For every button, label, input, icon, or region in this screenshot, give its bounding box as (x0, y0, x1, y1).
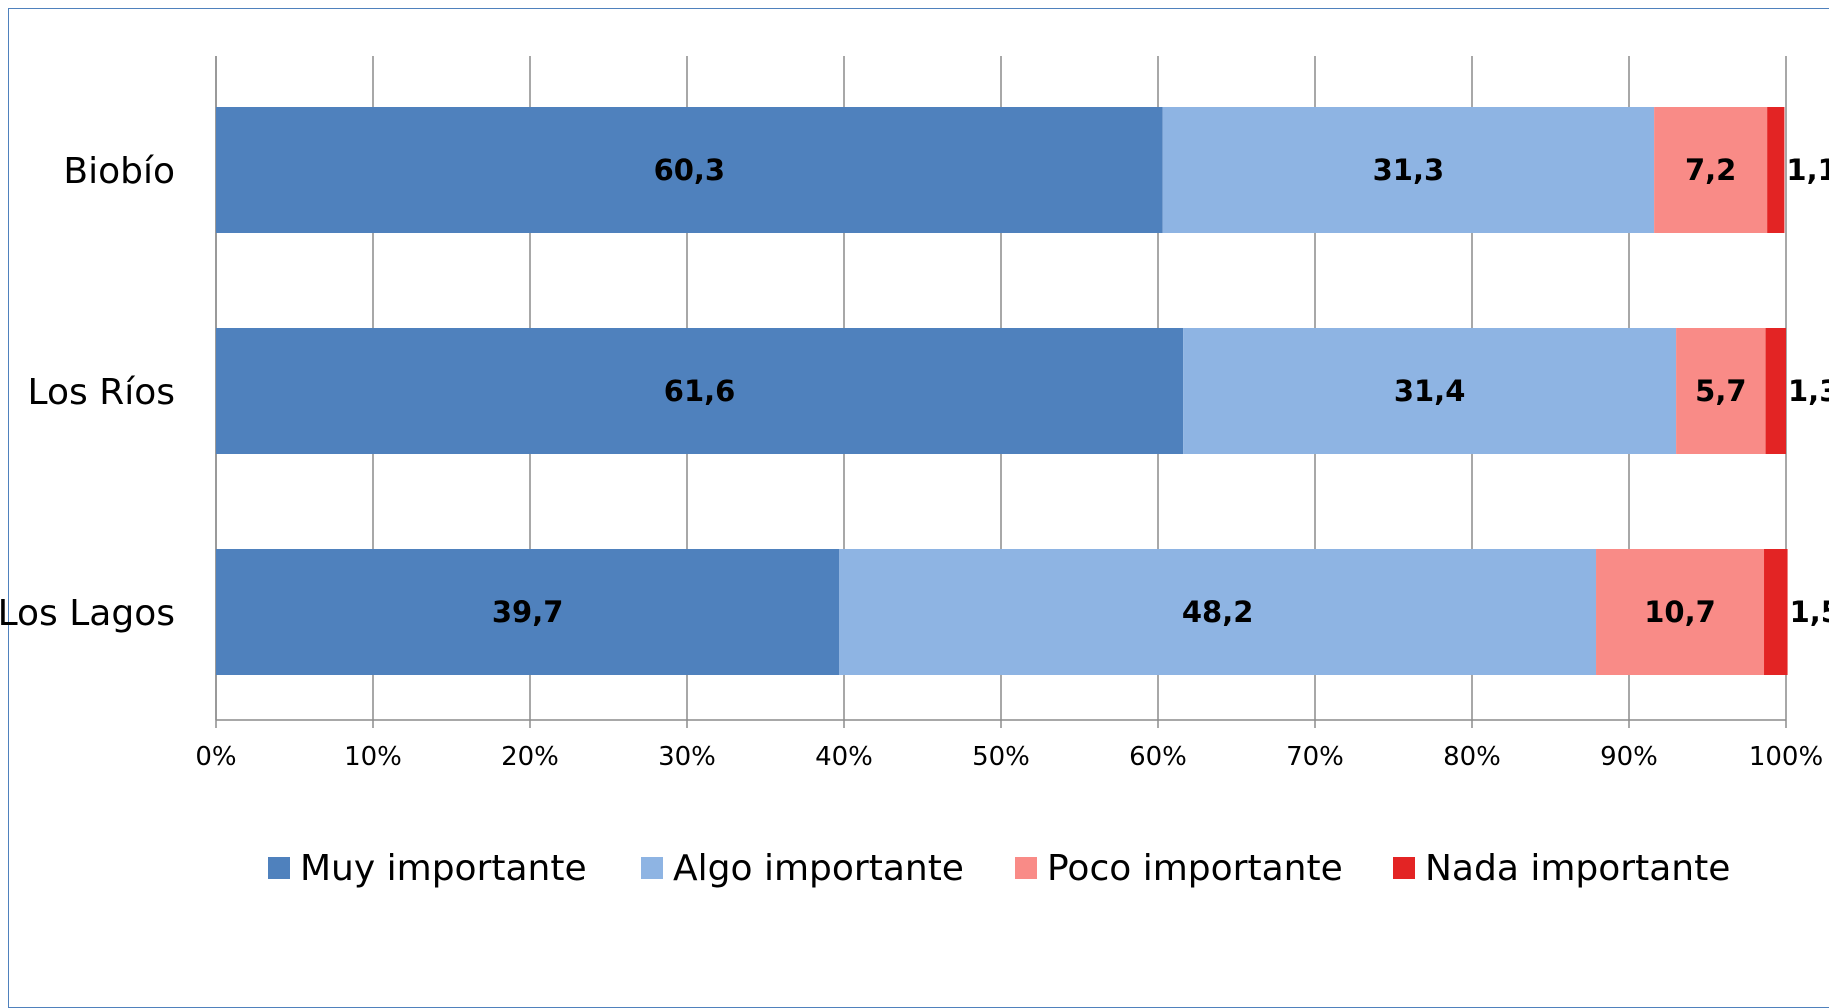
category-label: Biobío (63, 151, 175, 192)
legend-swatch (641, 857, 663, 879)
data-label: 1,5 (1790, 595, 1829, 629)
bar-segment (1596, 549, 1765, 675)
data-label: 1,3 (1788, 374, 1829, 408)
bar-segment (216, 549, 840, 675)
bar-segment (839, 549, 1597, 675)
bar-segment (1764, 549, 1788, 675)
data-label: 31,4 (1394, 374, 1466, 408)
bar-segment (216, 107, 1163, 233)
category-label: Los Lagos (0, 593, 175, 634)
bar-segment (1183, 328, 1677, 454)
legend-swatch (1393, 857, 1415, 879)
legend-label: Muy importante (300, 848, 587, 889)
bar-segment (1162, 107, 1655, 233)
x-tick-label: 40% (815, 742, 873, 772)
x-tick-label: 0% (195, 742, 236, 772)
data-label: 60,3 (654, 153, 726, 187)
x-tick-label: 30% (658, 742, 716, 772)
x-tick-label: 10% (344, 742, 402, 772)
legend-label: Poco importante (1047, 848, 1343, 889)
data-label: 10,7 (1644, 595, 1716, 629)
data-label: 31,3 (1373, 153, 1445, 187)
legend-label: Nada importante (1425, 848, 1730, 889)
x-tick-label: 80% (1443, 742, 1501, 772)
data-label: 48,2 (1182, 595, 1254, 629)
legend-label: Algo importante (673, 848, 964, 889)
bar-segment (1767, 107, 1785, 233)
x-tick-label: 50% (972, 742, 1030, 772)
stacked-bar-chart: 0% 10% 20% 30% 40% 50% 60% 70% 80% 90% 100% 60,3 31,… (0, 56, 1829, 889)
bar-segment (1765, 328, 1786, 454)
data-label: 39,7 (492, 595, 564, 629)
x-tick-label: 60% (1129, 742, 1187, 772)
bar-segment (216, 328, 1184, 454)
data-label: 5,7 (1695, 374, 1746, 408)
data-label: 7,2 (1685, 153, 1736, 187)
x-tick-label: 20% (501, 742, 559, 772)
x-tick-label: 90% (1600, 742, 1658, 772)
bar-segment (1676, 328, 1766, 454)
data-label: 61,6 (664, 374, 736, 408)
x-tick-label: 70% (1286, 742, 1344, 772)
bar-segment (1654, 107, 1768, 233)
legend-swatch (1015, 857, 1037, 879)
legend-swatch (268, 857, 290, 879)
x-tick-label: 100% (1749, 742, 1823, 772)
data-label: 1,1 (1786, 153, 1829, 187)
category-label: Los Ríos (28, 372, 175, 413)
